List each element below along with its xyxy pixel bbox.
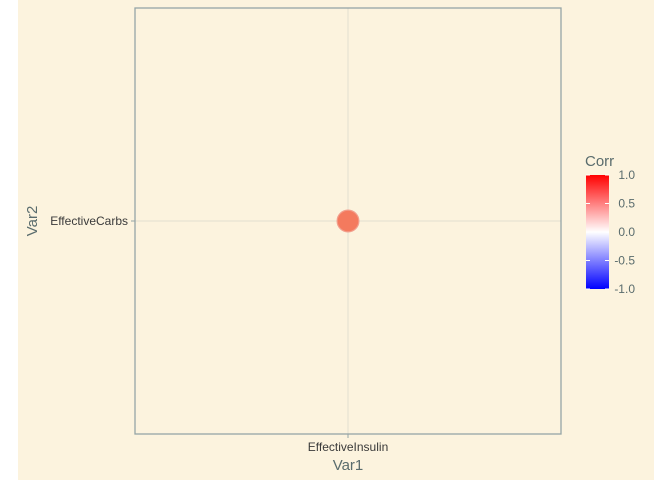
legend: Corr 1.0 0.5 0.0 -0.5 -1.0 [585,153,635,296]
y-axis-title: Var2 [24,206,41,237]
x-tick-label: EffectiveInsulin [308,440,389,454]
points [336,209,360,233]
axes: EffectiveInsulin EffectiveCarbs [50,214,388,454]
legend-ticks: 1.0 0.5 0.0 -0.5 -1.0 [586,168,635,296]
x-axis-title: Var1 [333,457,364,474]
legend-tick-label: -1.0 [614,282,635,296]
legend-tick-label: 0.0 [618,225,635,239]
legend-colorbar [586,175,609,289]
legend-tick-label: -0.5 [614,254,635,268]
legend-tick-label: 0.5 [618,197,635,211]
y-tick-label: EffectiveCarbs [50,214,128,228]
plot-background [18,0,654,480]
legend-title: Corr [585,153,614,170]
legend-tick-label: 1.0 [618,168,635,182]
correlation-point [336,209,360,233]
